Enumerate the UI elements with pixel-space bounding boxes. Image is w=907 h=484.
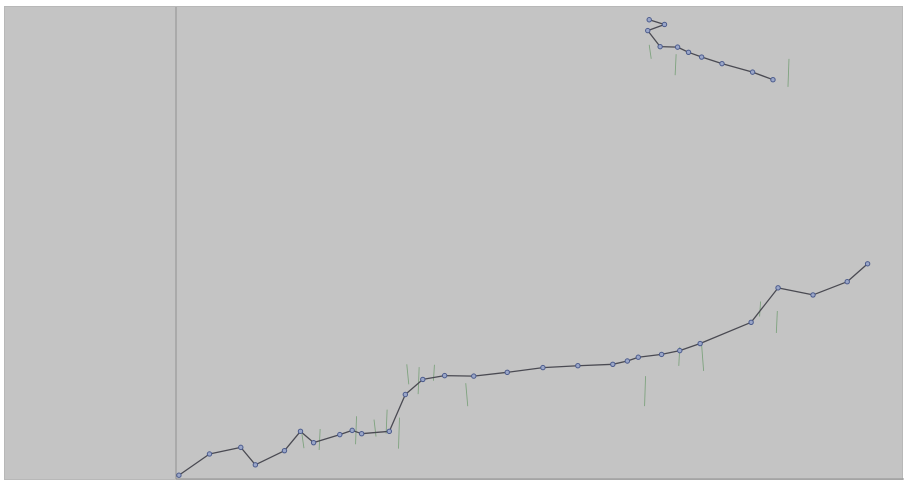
- series-1-line: [178, 263, 869, 476]
- series-1-tick-1: [318, 428, 321, 450]
- series-1-tick-6: [406, 364, 410, 385]
- series-1-point-0: [176, 472, 182, 478]
- series-1-point-3: [252, 462, 259, 468]
- series-1: [176, 261, 871, 478]
- series-1-point-1: [206, 451, 213, 457]
- series-1-point-28: [864, 261, 871, 267]
- series-2-point-0: [646, 17, 652, 23]
- series-1-tick-7: [417, 367, 420, 395]
- series-1-tick-3: [373, 419, 377, 437]
- series-1-point-9: [358, 430, 365, 437]
- series-1-tick-10: [644, 376, 647, 407]
- series-1-tick-9: [465, 383, 469, 407]
- series-1-point-15: [504, 369, 510, 376]
- series-1-tick-4: [385, 409, 388, 434]
- series-1-point-7: [337, 431, 343, 438]
- series-1-point-19: [624, 358, 631, 364]
- series-2-point-4: [674, 44, 681, 50]
- series-2-line: [647, 19, 774, 81]
- series-1-point-17: [575, 363, 581, 369]
- series-1-point-11: [402, 391, 409, 398]
- series-2-tick-2: [787, 58, 790, 87]
- plot-area: [175, 7, 904, 480]
- series-1-tick-0: [301, 434, 305, 449]
- series-1-tick-2: [355, 416, 357, 445]
- series-1-point-27: [844, 279, 850, 285]
- series-2-point-3: [657, 43, 663, 50]
- plot-viewport: [4, 6, 904, 480]
- series-1-tick-13: [759, 301, 762, 317]
- series-1-point-13: [441, 372, 448, 379]
- series-2-point-8: [749, 69, 756, 75]
- series-2-point-1: [661, 21, 668, 28]
- series-1-point-20: [635, 354, 641, 360]
- series-1-point-8: [349, 427, 355, 434]
- series-2-point-6: [698, 54, 705, 60]
- series-2-point-7: [719, 60, 725, 67]
- series-layer: [176, 17, 871, 478]
- series-1-point-23: [697, 340, 703, 347]
- series-1-point-2: [238, 444, 244, 451]
- series-1-tick-14: [775, 310, 778, 333]
- series-2-point-9: [770, 76, 776, 83]
- series-1-point-21: [658, 351, 665, 358]
- series-2-point-5: [685, 49, 692, 56]
- series-1-tick-5: [398, 417, 400, 449]
- series-1-point-14: [471, 373, 477, 379]
- series-1-point-5: [297, 428, 304, 435]
- series-1-tick-8: [432, 364, 435, 381]
- series-1-point-4: [281, 447, 288, 454]
- series-1-point-12: [420, 376, 426, 383]
- series-1-point-25: [775, 285, 781, 291]
- series-1-point-10: [386, 428, 393, 435]
- series-1-point-22: [677, 347, 683, 354]
- series-2-tick-0: [648, 44, 652, 59]
- series-1-point-26: [810, 292, 816, 298]
- series-2-point-2: [645, 27, 651, 34]
- series-1-tick-12: [701, 344, 705, 371]
- series-2-tick-1: [674, 54, 677, 76]
- series-1-point-18: [610, 361, 616, 368]
- plot-axes: [175, 7, 904, 480]
- series-1-point-16: [540, 364, 546, 371]
- series-1-point-6: [310, 439, 317, 446]
- series-2: [645, 17, 790, 87]
- series-1-point-24: [748, 319, 754, 325]
